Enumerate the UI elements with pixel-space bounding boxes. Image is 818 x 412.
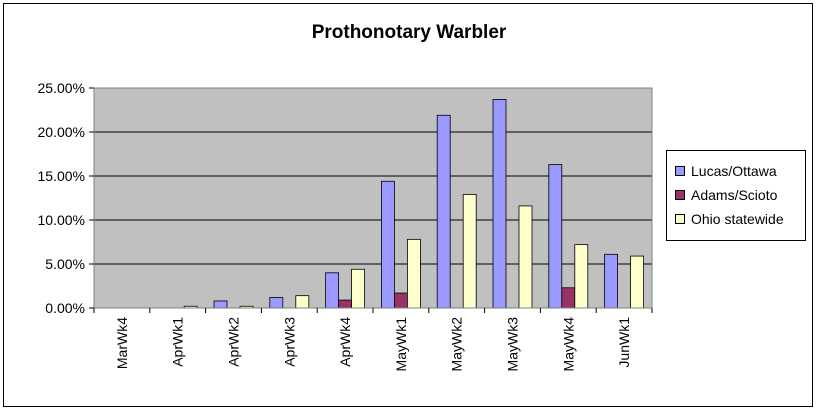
x-tick-label: MarWk4 bbox=[114, 317, 130, 369]
bar-adams-scioto-maywk1 bbox=[393, 292, 408, 309]
bar-lucas-ottawa-maywk1 bbox=[380, 180, 395, 309]
legend: Lucas/Ottawa Adams/Scioto Ohio statewide bbox=[666, 150, 806, 241]
y-axis-ticks: 0.00% 5.00% 10.00% 15.00% 20.00% 25.00% bbox=[38, 80, 94, 316]
bar-ohio-statewide-aprwk4 bbox=[351, 268, 366, 309]
y-tick-label: 15.00% bbox=[38, 168, 85, 184]
bar-lucas-ottawa-maywk4 bbox=[548, 164, 563, 309]
legend-item: Ohio statewide bbox=[675, 207, 805, 231]
bar-ohio-statewide-maywk4 bbox=[574, 244, 589, 309]
legend-item: Adams/Scioto bbox=[675, 183, 805, 207]
y-tick-label: 20.00% bbox=[38, 124, 85, 140]
bar-ohio-statewide-junwk1 bbox=[630, 255, 644, 309]
bar-lucas-ottawa-maywk2 bbox=[436, 114, 451, 309]
legend-label: Ohio statewide bbox=[691, 211, 784, 227]
bars bbox=[183, 99, 644, 309]
x-tick-label: AprWk3 bbox=[281, 317, 297, 367]
bar-ohio-statewide-maywk1 bbox=[406, 238, 421, 309]
x-tick-label: AprWk1 bbox=[170, 317, 186, 367]
x-tick-label: JunWk1 bbox=[616, 317, 632, 368]
bar-lucas-ottawa-maywk3 bbox=[492, 99, 507, 309]
x-tick-label: MayWk3 bbox=[505, 317, 521, 372]
x-tick-label: AprWk4 bbox=[337, 317, 353, 367]
x-tick-label: AprWk2 bbox=[226, 317, 242, 367]
legend-swatch bbox=[675, 190, 685, 200]
bar-ohio-statewide-maywk3 bbox=[518, 205, 533, 309]
legend-label: Lucas/Ottawa bbox=[691, 163, 777, 179]
bar-adams-scioto-aprwk4 bbox=[338, 299, 353, 309]
bar-ohio-statewide-aprwk3 bbox=[295, 295, 310, 309]
bar-adams-scioto-maywk4 bbox=[561, 287, 576, 309]
chart-title: Prothonotary Warbler bbox=[311, 22, 507, 43]
legend-label: Adams/Scioto bbox=[691, 187, 778, 203]
x-axis-ticks: MarWk4 AprWk1 AprWk2 AprWk3 AprWk4 MayWk1 MayW… bbox=[93, 308, 653, 372]
legend-item: Lucas/Ottawa bbox=[675, 159, 805, 183]
plot-area bbox=[94, 88, 652, 308]
y-tick-label: 25.00% bbox=[38, 80, 85, 96]
x-tick-label: MayWk4 bbox=[560, 317, 576, 372]
bar-lucas-ottawa-aprwk2 bbox=[213, 300, 228, 309]
x-tick-label: MayWk1 bbox=[393, 317, 409, 372]
bar-ohio-statewide-maywk2 bbox=[462, 194, 477, 309]
bar-lucas-ottawa-aprwk4 bbox=[325, 272, 340, 309]
x-tick-label: MayWk2 bbox=[449, 317, 465, 372]
legend-swatch bbox=[675, 166, 685, 176]
legend-swatch bbox=[675, 214, 685, 224]
y-tick-label: 10.00% bbox=[38, 212, 85, 228]
bar-lucas-ottawa-aprwk3 bbox=[269, 297, 284, 309]
bar-lucas-ottawa-junwk1 bbox=[604, 253, 618, 309]
y-tick-label: 5.00% bbox=[45, 256, 85, 272]
y-tick-label: 0.00% bbox=[45, 300, 85, 316]
